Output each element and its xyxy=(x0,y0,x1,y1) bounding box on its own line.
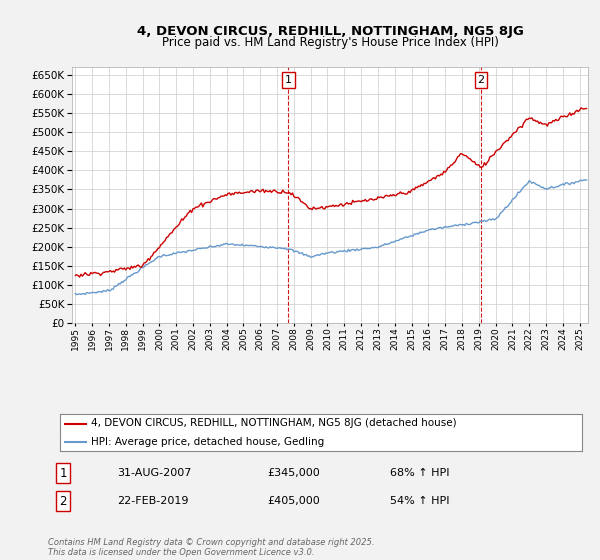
Text: 2: 2 xyxy=(59,494,67,508)
Text: Price paid vs. HM Land Registry's House Price Index (HPI): Price paid vs. HM Land Registry's House … xyxy=(161,36,499,49)
Text: £345,000: £345,000 xyxy=(267,468,320,478)
Text: 1: 1 xyxy=(285,75,292,85)
Text: Contains HM Land Registry data © Crown copyright and database right 2025.
This d: Contains HM Land Registry data © Crown c… xyxy=(48,538,374,557)
Text: 22-FEB-2019: 22-FEB-2019 xyxy=(117,496,188,506)
Text: 4, DEVON CIRCUS, REDHILL, NOTTINGHAM, NG5 8JG (detached house): 4, DEVON CIRCUS, REDHILL, NOTTINGHAM, NG… xyxy=(91,418,457,428)
Text: 1: 1 xyxy=(59,466,67,480)
Text: HPI: Average price, detached house, Gedling: HPI: Average price, detached house, Gedl… xyxy=(91,437,325,447)
Text: £405,000: £405,000 xyxy=(267,496,320,506)
Text: 4, DEVON CIRCUS, REDHILL, NOTTINGHAM, NG5 8JG: 4, DEVON CIRCUS, REDHILL, NOTTINGHAM, NG… xyxy=(137,25,523,38)
Text: 54% ↑ HPI: 54% ↑ HPI xyxy=(390,496,449,506)
Text: 2: 2 xyxy=(478,75,484,85)
Text: 31-AUG-2007: 31-AUG-2007 xyxy=(117,468,191,478)
Text: 68% ↑ HPI: 68% ↑ HPI xyxy=(390,468,449,478)
